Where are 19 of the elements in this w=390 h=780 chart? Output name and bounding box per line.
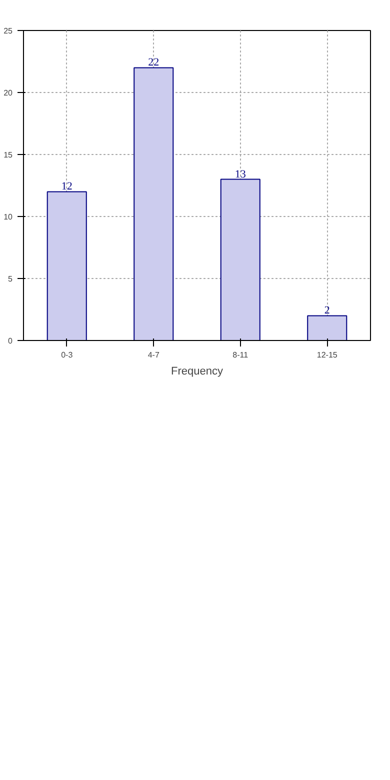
data-label: 2: [324, 304, 330, 317]
bar: [220, 178, 260, 340]
x-tick-label: 4-7: [148, 350, 160, 360]
y-tick-label: 5: [8, 274, 14, 284]
x-tick-label: 8-11: [232, 350, 249, 360]
data-label: 22: [148, 56, 160, 69]
y-tick-label: 15: [4, 150, 14, 160]
bar: [46, 191, 87, 340]
bar: [134, 67, 174, 340]
y-tick-label: 25: [4, 26, 14, 36]
bar: [307, 315, 348, 340]
y-tick-label: 20: [4, 88, 14, 98]
x-tick-label: 12-15: [316, 350, 338, 360]
data-label: 12: [61, 180, 72, 193]
data-label: 13: [234, 168, 246, 180]
x-axis-title: Frequency: [171, 366, 224, 378]
x-tick-label: 0-3: [61, 350, 74, 360]
y-tick-label: 0: [8, 336, 14, 346]
y-tick-label: 10: [4, 212, 14, 222]
